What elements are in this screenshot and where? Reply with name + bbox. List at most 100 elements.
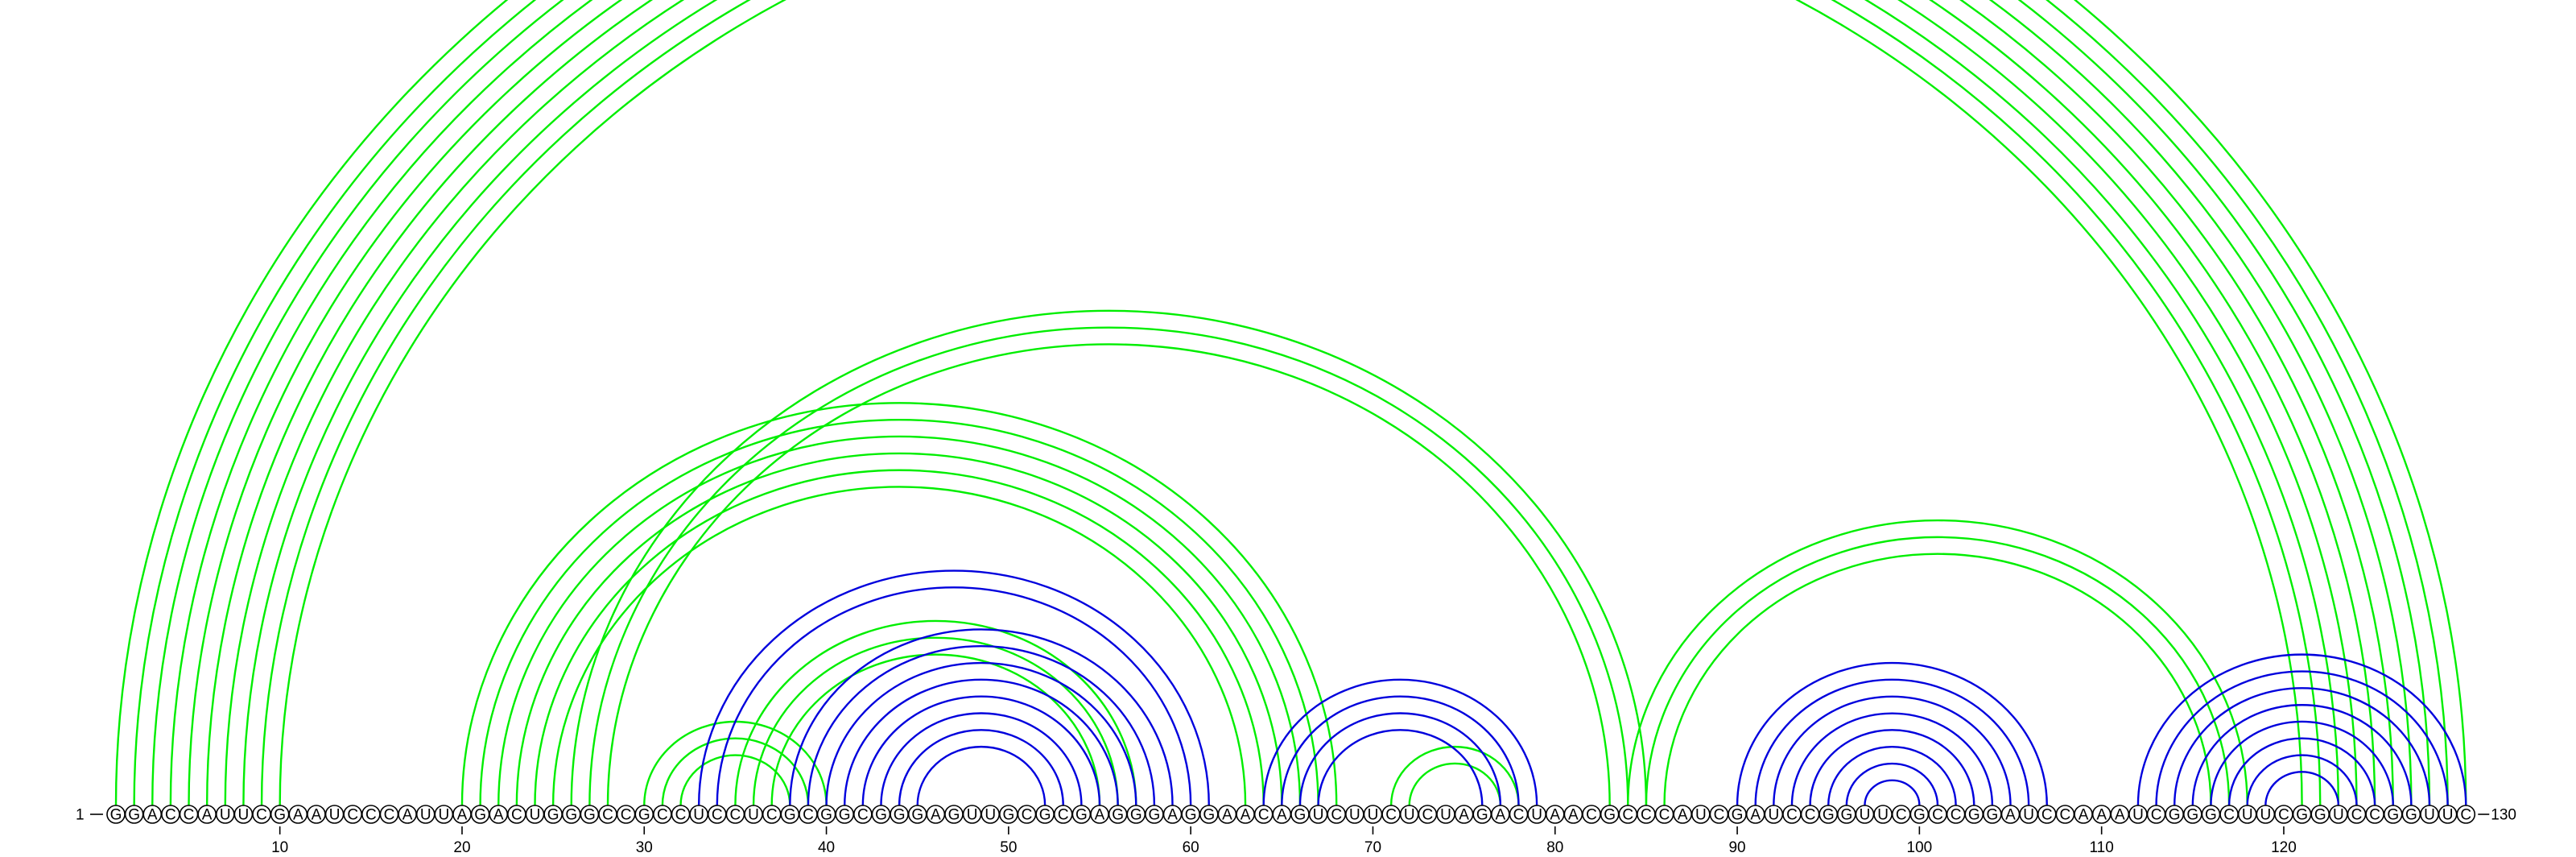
arc-series1-35-57: [734, 619, 1137, 806]
arc-series2-113-129: [2155, 670, 2449, 806]
tick-label: 30: [636, 839, 653, 856]
nucleotide-letter: U: [1368, 807, 1379, 824]
arc-series2-64-79: [1262, 678, 1538, 806]
nucleotide-letter: G: [1986, 807, 1998, 824]
arc-series2-39-58: [807, 645, 1156, 806]
nucleotide-letter: G: [1039, 807, 1051, 824]
nucleotide-letter: U: [2260, 807, 2271, 824]
arc-series2-94-103: [1809, 729, 1975, 806]
arc-series2-112-130: [2136, 653, 2467, 806]
arc-series2-115-127: [2191, 703, 2413, 806]
nucleotide-letter: A: [2005, 807, 2016, 824]
nucleotide-letter: C: [803, 807, 814, 824]
nucleotide-letter: U: [1860, 807, 1871, 824]
nucleotide-letter: C: [1331, 807, 1342, 824]
nucleotide-letter: C: [2351, 807, 2363, 824]
nucleotide-letter: G: [875, 807, 887, 824]
nucleotide-letter: C: [2223, 807, 2235, 824]
arc-series2-33-61: [697, 569, 1210, 806]
tick-label: 70: [1364, 839, 1381, 856]
arc-series1-9-122: [260, 0, 2322, 806]
arc-series2-43-54: [880, 712, 1083, 806]
arc-series2-40-57: [825, 661, 1137, 806]
nucleotide-letter: G: [474, 807, 486, 824]
nucleotide-letter: U: [329, 807, 341, 824]
nucleotide-letter: U: [1404, 807, 1415, 824]
arc-series1-32-38: [679, 754, 791, 806]
nucleotide-letter: U: [1695, 807, 1707, 824]
nucleotide-letter: G: [1203, 807, 1215, 824]
nucleotide-letter: C: [730, 807, 741, 824]
sequence-start-label: 1: [76, 807, 85, 824]
nucleotide-letter: C: [1422, 807, 1433, 824]
nucleotide-letter: C: [2060, 807, 2071, 824]
arc-series2-96-101: [1845, 762, 1939, 806]
nucleotide-letter: G: [839, 807, 851, 824]
arc-series2-117-125: [2227, 737, 2376, 806]
nucleotide-letter: G: [1476, 807, 1488, 824]
nucleotide-letter: U: [748, 807, 759, 824]
nucleotide-letter: G: [274, 807, 286, 824]
nucleotide-letter: U: [1531, 807, 1542, 824]
nucleotide-letter: G: [584, 807, 596, 824]
nucleotide-letter: A: [2096, 807, 2107, 824]
nucleotide-letter: G: [1075, 807, 1088, 824]
nucleotide-letter: U: [238, 807, 250, 824]
arc-series1-5-126: [188, 0, 2394, 806]
tick-label: 60: [1183, 839, 1199, 856]
nucleotide-letter: C: [712, 807, 723, 824]
arc-series1-8-123: [242, 0, 2340, 806]
arc-series1-71-78: [1389, 745, 1520, 806]
nucleotide-letter: U: [1440, 807, 1451, 824]
nucleotide-letter: A: [1550, 807, 1560, 824]
nucleotide-letter: C: [857, 807, 869, 824]
nucleotide-letter: G: [1149, 807, 1161, 824]
nucleotide-letter: C: [675, 807, 687, 824]
nucleotide-letter: A: [1678, 807, 1688, 824]
nucleotide-letter: C: [511, 807, 522, 824]
nucleotide-letter: G: [1732, 807, 1744, 824]
nucleotide-letter: A: [1277, 807, 1287, 824]
nucleotide-letter: G: [1185, 807, 1197, 824]
arc-series1-20-68: [460, 402, 1338, 806]
nucleotide-letter: A: [2115, 807, 2125, 824]
nucleotide-letter: C: [2041, 807, 2053, 824]
nucleotide-letter: G: [1823, 807, 1835, 824]
nucleotide-letter: C: [766, 807, 778, 824]
nucleotide-letter: U: [2242, 807, 2253, 824]
nucleotide-letter: A: [1167, 807, 1178, 824]
nucleotide-letter: A: [1496, 807, 1506, 824]
arc-series1-3-128: [152, 0, 2429, 805]
nucleotide-letter: G: [2387, 807, 2399, 824]
arc-series2-95-102: [1827, 745, 1957, 806]
nucleotide-letter: G: [1130, 807, 1142, 824]
arc-series1-24-64: [534, 469, 1265, 806]
arc-series1-36-56: [752, 636, 1119, 806]
nucleotide-letter: G: [1112, 807, 1124, 824]
nucleotide-letter: U: [985, 807, 996, 824]
arc-series1-22-66: [497, 435, 1302, 806]
nucleotide-letter: C: [184, 807, 195, 824]
nucleotide-letter: C: [1951, 807, 1962, 824]
sequence-end-label: 130: [2491, 807, 2516, 824]
arc-series1-10-121: [279, 0, 2303, 806]
tick-label: 80: [1546, 839, 1563, 856]
nucleotide-letter: G: [2405, 807, 2417, 824]
arc-series1-28-83: [606, 343, 1611, 806]
nucleotide-letter: G: [2186, 807, 2198, 824]
tick-label: 110: [2090, 839, 2114, 856]
nucleotide-letter: C: [1586, 807, 1597, 824]
nucleotide-letter: U: [693, 807, 704, 824]
arc-series2-91-106: [1754, 678, 2030, 806]
nucleotide-letter: C: [1622, 807, 1633, 824]
nucleotide-letter: A: [202, 807, 213, 824]
nucleotide-letter: C: [1513, 807, 1525, 824]
nucleotide-letter: C: [1641, 807, 1652, 824]
nucleotide-letter: G: [547, 807, 559, 824]
arc-series2-41-56: [844, 678, 1119, 806]
nucleotide-letter: A: [147, 807, 158, 824]
nucleotide-letter: A: [1241, 807, 1251, 824]
position-ticks: 10 20 30 40 50 60 70 80 90 100 110 120: [271, 826, 2297, 856]
